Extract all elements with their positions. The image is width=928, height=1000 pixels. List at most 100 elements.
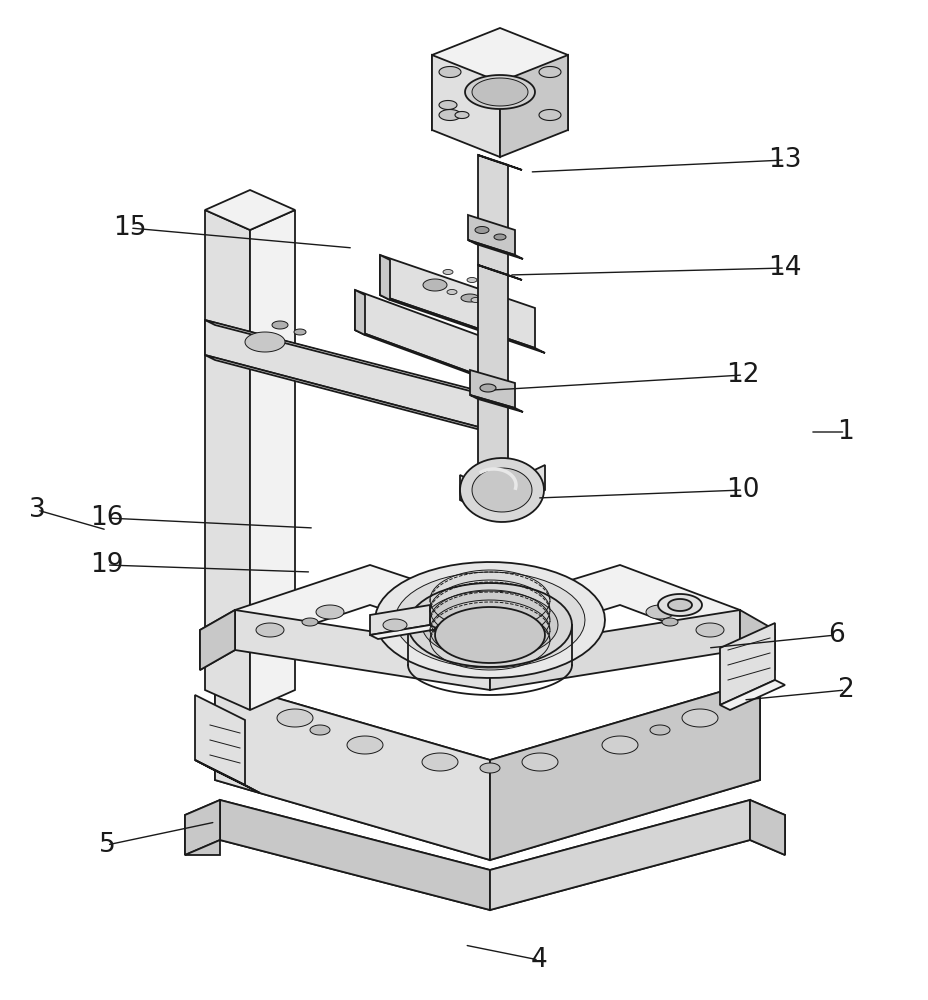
- Polygon shape: [347, 736, 382, 754]
- Polygon shape: [467, 278, 476, 282]
- Polygon shape: [272, 321, 288, 329]
- Polygon shape: [499, 55, 567, 157]
- Polygon shape: [719, 623, 774, 705]
- Polygon shape: [522, 753, 558, 771]
- Polygon shape: [523, 465, 545, 500]
- Polygon shape: [443, 270, 453, 274]
- Polygon shape: [354, 330, 514, 390]
- Polygon shape: [556, 598, 584, 612]
- Polygon shape: [354, 290, 365, 335]
- Polygon shape: [489, 680, 759, 860]
- Polygon shape: [468, 240, 522, 259]
- Polygon shape: [220, 800, 749, 910]
- Polygon shape: [205, 320, 489, 430]
- Polygon shape: [402, 604, 418, 612]
- Polygon shape: [432, 28, 567, 130]
- Polygon shape: [250, 210, 295, 710]
- Polygon shape: [681, 709, 717, 727]
- Polygon shape: [354, 290, 505, 385]
- Polygon shape: [439, 101, 457, 109]
- Polygon shape: [235, 565, 740, 650]
- Polygon shape: [740, 610, 774, 670]
- Polygon shape: [489, 800, 749, 910]
- Polygon shape: [434, 607, 545, 663]
- Polygon shape: [538, 110, 561, 120]
- Polygon shape: [538, 67, 561, 77]
- Polygon shape: [470, 298, 481, 302]
- Text: 13: 13: [767, 147, 801, 173]
- Polygon shape: [277, 709, 313, 727]
- Polygon shape: [185, 800, 220, 855]
- Polygon shape: [662, 618, 677, 626]
- Polygon shape: [468, 215, 514, 255]
- Polygon shape: [185, 840, 220, 855]
- Text: 14: 14: [767, 255, 801, 281]
- Polygon shape: [195, 695, 245, 785]
- Text: 1: 1: [836, 419, 853, 445]
- Polygon shape: [256, 623, 284, 637]
- Polygon shape: [439, 110, 460, 120]
- Text: 5: 5: [98, 832, 115, 858]
- Polygon shape: [478, 155, 508, 275]
- Polygon shape: [214, 680, 759, 860]
- Polygon shape: [719, 680, 784, 710]
- Polygon shape: [695, 623, 723, 637]
- Polygon shape: [200, 610, 235, 670]
- Polygon shape: [185, 800, 220, 855]
- Polygon shape: [459, 475, 480, 510]
- Polygon shape: [394, 572, 585, 668]
- Polygon shape: [407, 583, 572, 667]
- Polygon shape: [749, 800, 784, 855]
- Text: 16: 16: [90, 505, 123, 531]
- Polygon shape: [474, 227, 488, 233]
- Text: 19: 19: [90, 552, 123, 578]
- Polygon shape: [310, 725, 329, 735]
- Polygon shape: [470, 395, 522, 412]
- Polygon shape: [480, 384, 496, 392]
- Polygon shape: [369, 625, 437, 639]
- Text: 3: 3: [29, 497, 45, 523]
- Polygon shape: [471, 468, 532, 512]
- Polygon shape: [667, 599, 691, 611]
- Polygon shape: [561, 604, 577, 612]
- Polygon shape: [459, 458, 544, 522]
- Polygon shape: [645, 605, 674, 619]
- Polygon shape: [489, 610, 740, 690]
- Polygon shape: [470, 370, 514, 408]
- Polygon shape: [302, 618, 317, 626]
- Polygon shape: [245, 332, 285, 352]
- Text: 6: 6: [827, 622, 844, 648]
- Polygon shape: [375, 562, 604, 678]
- Polygon shape: [471, 78, 527, 106]
- Polygon shape: [482, 596, 497, 604]
- Polygon shape: [382, 619, 406, 631]
- Polygon shape: [460, 294, 479, 302]
- Polygon shape: [422, 279, 446, 291]
- Polygon shape: [406, 598, 433, 612]
- Polygon shape: [601, 736, 638, 754]
- Polygon shape: [380, 255, 535, 348]
- Polygon shape: [293, 329, 305, 335]
- Polygon shape: [494, 234, 506, 240]
- Polygon shape: [657, 594, 702, 616]
- Polygon shape: [200, 610, 235, 670]
- Polygon shape: [421, 753, 458, 771]
- Polygon shape: [478, 265, 522, 280]
- Polygon shape: [205, 320, 505, 400]
- Text: 15: 15: [113, 215, 147, 241]
- Polygon shape: [446, 290, 457, 294]
- Polygon shape: [205, 210, 250, 710]
- Polygon shape: [205, 190, 295, 230]
- Polygon shape: [214, 680, 489, 860]
- Polygon shape: [480, 763, 499, 773]
- Polygon shape: [465, 75, 535, 109]
- Polygon shape: [478, 265, 508, 510]
- Polygon shape: [380, 255, 390, 300]
- Polygon shape: [380, 295, 545, 353]
- Polygon shape: [205, 355, 499, 435]
- Polygon shape: [749, 800, 784, 855]
- Polygon shape: [195, 760, 260, 793]
- Polygon shape: [369, 605, 430, 635]
- Polygon shape: [421, 591, 558, 659]
- Text: 12: 12: [726, 362, 759, 388]
